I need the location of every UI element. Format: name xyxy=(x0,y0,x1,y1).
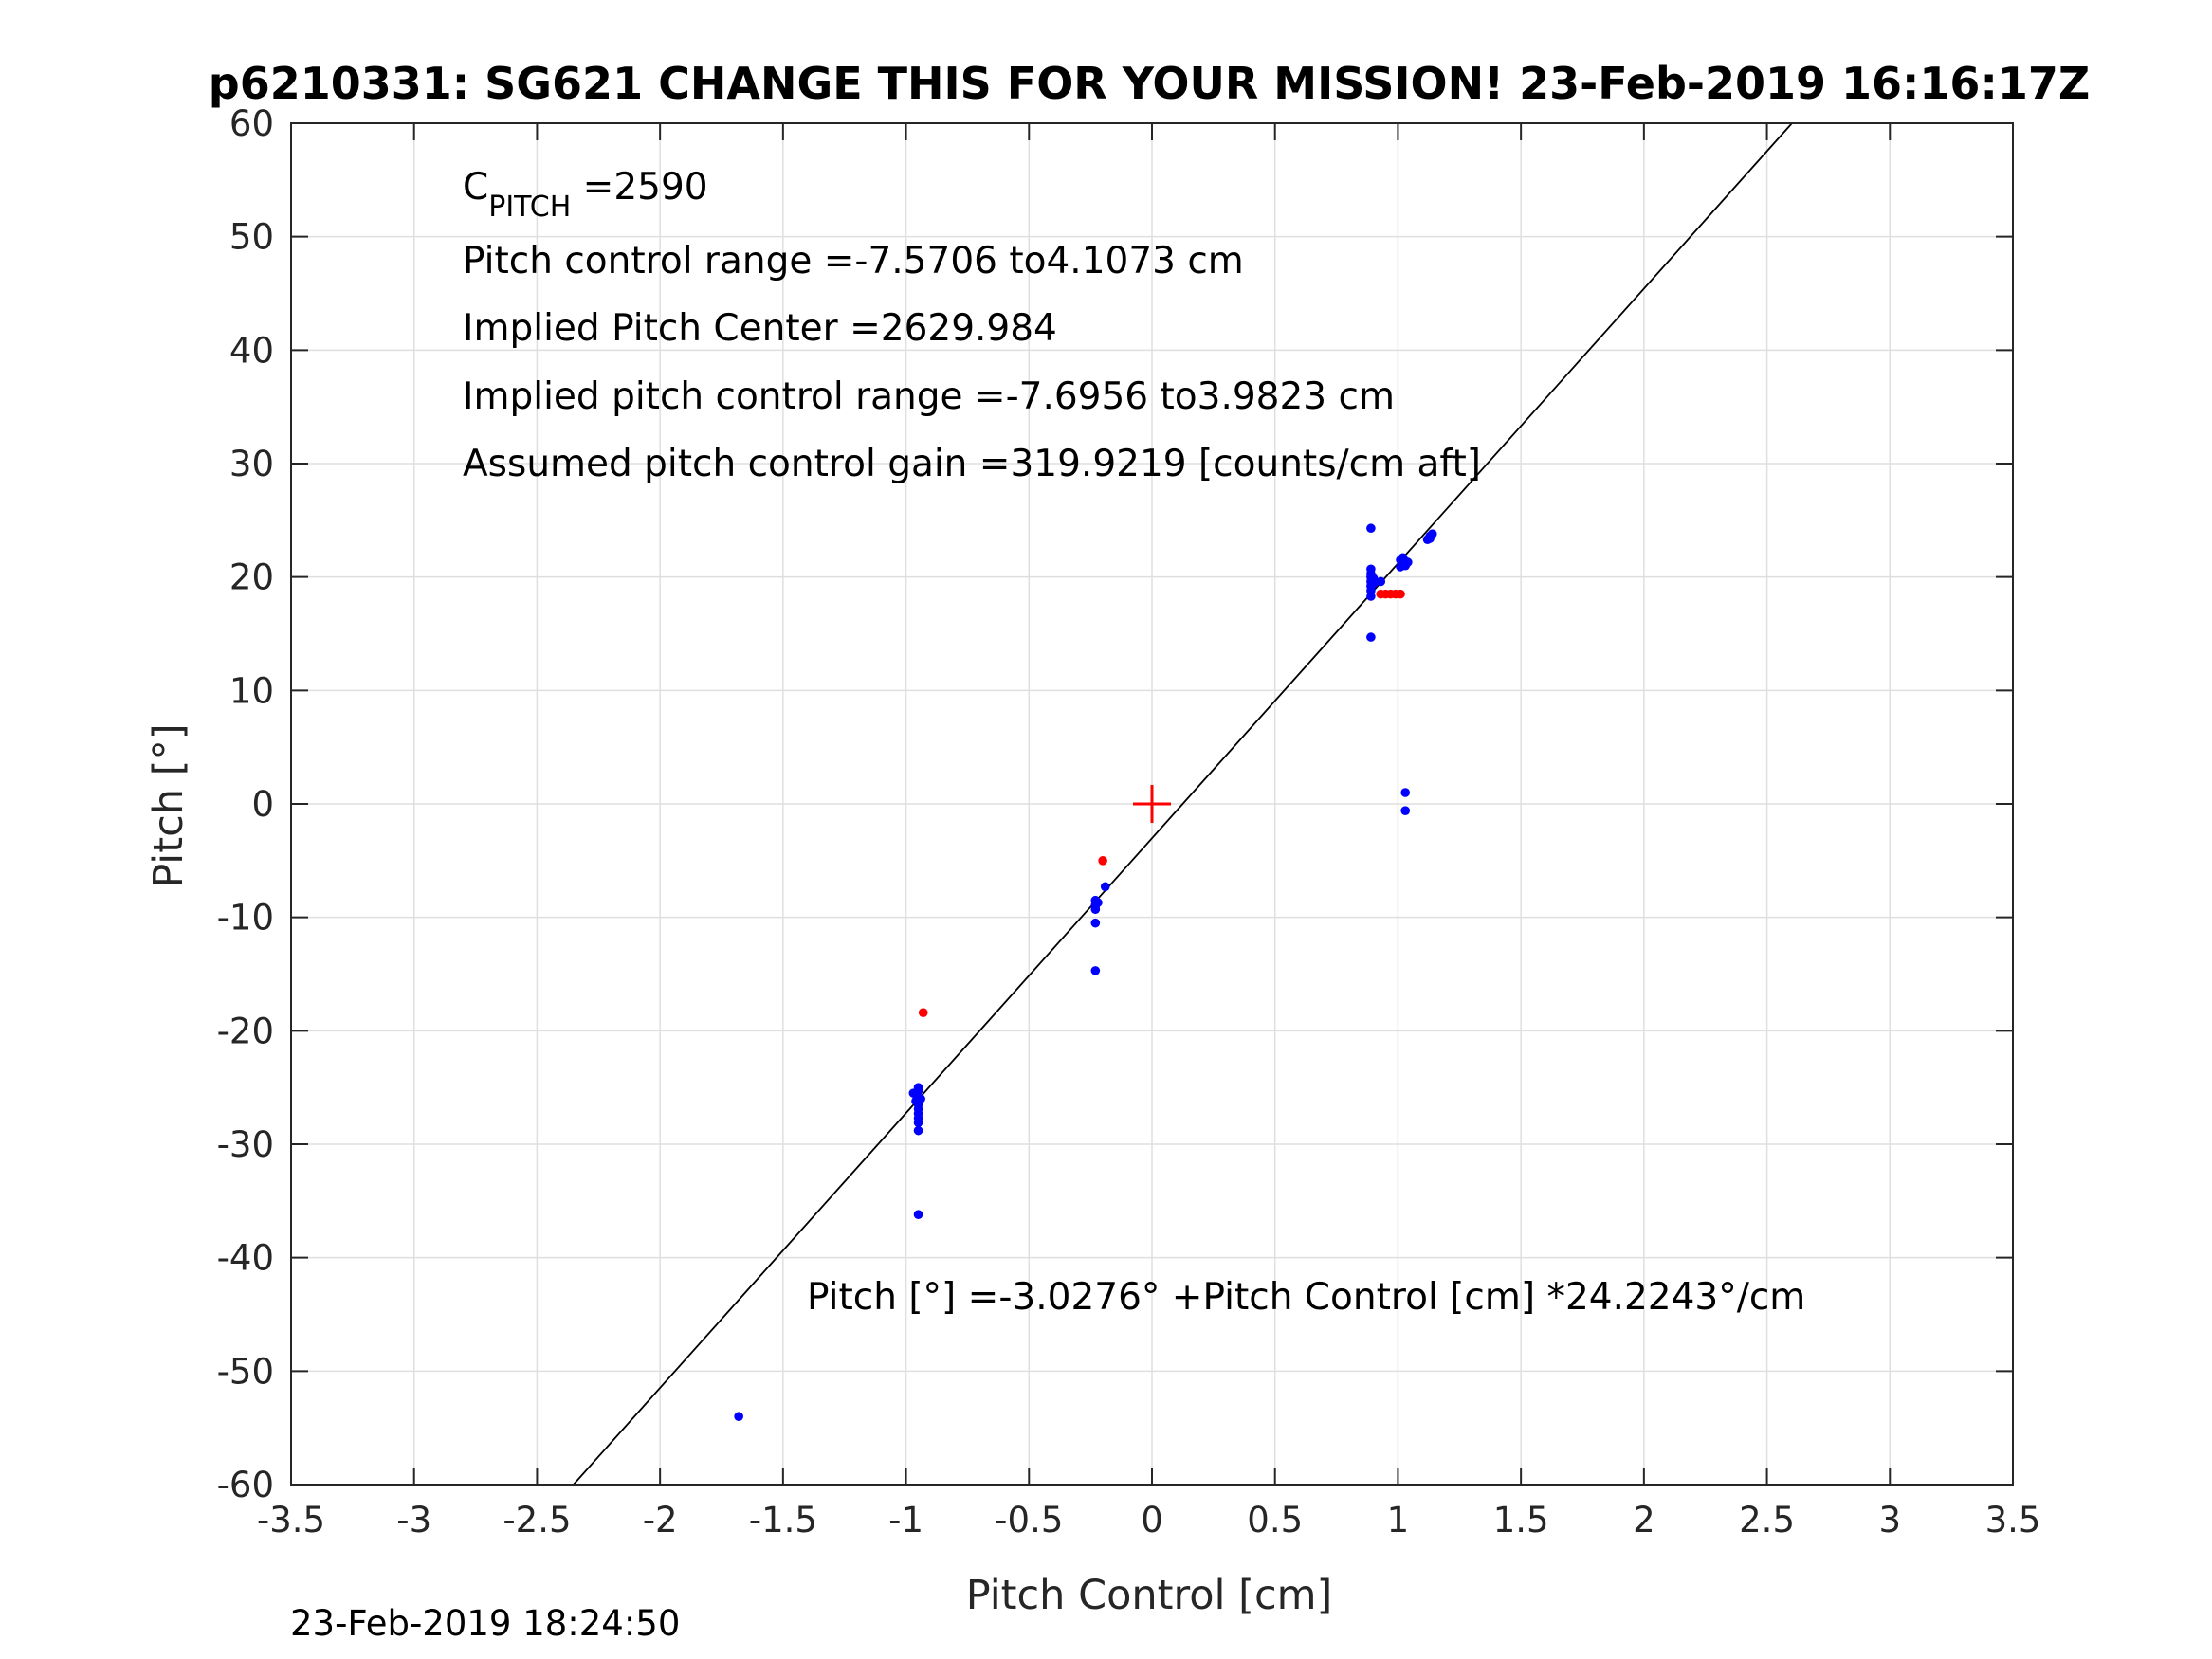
data-point xyxy=(1366,523,1376,534)
c-pitch-value: =2590 xyxy=(571,166,707,209)
data-points xyxy=(734,523,1437,1421)
x-tick-label: 3 xyxy=(1879,1500,1902,1540)
data-point xyxy=(1366,632,1376,642)
y-tick-label: -20 xyxy=(217,1011,274,1051)
data-point xyxy=(1100,882,1110,892)
data-point xyxy=(1368,574,1379,583)
data-point xyxy=(908,1088,919,1098)
implied-pitch-center-annotation: Implied Pitch Center =2629.984 xyxy=(463,307,1057,350)
x-tick-label: 1.5 xyxy=(1493,1500,1549,1540)
data-point xyxy=(1090,901,1101,911)
x-tick-label: -3 xyxy=(396,1500,431,1540)
data-point xyxy=(913,1125,923,1136)
data-point xyxy=(918,1008,928,1017)
y-tick-label: -40 xyxy=(217,1238,274,1279)
c-pitch-annotation: CPITCH =2590 xyxy=(463,166,708,224)
x-tick-label: -2.5 xyxy=(503,1500,571,1540)
grid xyxy=(290,122,2014,1486)
data-point xyxy=(1400,788,1411,797)
data-point xyxy=(1098,856,1107,866)
y-tick-label: -50 xyxy=(217,1351,274,1392)
x-tick-label: -0.5 xyxy=(995,1500,1063,1540)
center-marker xyxy=(1133,785,1171,823)
data-point xyxy=(1403,557,1413,567)
fit-line xyxy=(573,122,1793,1486)
timestamp: 23-Feb-2019 18:24:50 xyxy=(290,1603,680,1644)
chart-title: p6210331: SG621 CHANGE THIS FOR YOUR MIS… xyxy=(209,58,2090,109)
data-point xyxy=(1376,576,1386,587)
fit-equation-annotation: Pitch [°] =-3.0276° +Pitch Control [cm] … xyxy=(807,1276,1805,1319)
y-tick-label: 50 xyxy=(229,217,274,258)
x-tick-label: -1.5 xyxy=(749,1500,817,1540)
data-point xyxy=(1425,534,1435,543)
data-point xyxy=(1400,806,1411,815)
y-tick-label: 10 xyxy=(229,670,274,711)
x-tick-label: 1 xyxy=(1387,1500,1410,1540)
assumed-gain-annotation: Assumed pitch control gain =319.9219 [co… xyxy=(463,443,1481,485)
y-axis-label: Pitch [°] xyxy=(145,723,192,887)
data-point xyxy=(1396,589,1405,599)
x-tick-label: 3.5 xyxy=(1985,1500,2041,1540)
x-tick-label: -2 xyxy=(643,1500,678,1540)
data-point xyxy=(913,1210,923,1219)
y-tick-label: 30 xyxy=(229,444,274,484)
y-tick-label: -60 xyxy=(217,1465,274,1505)
data-point xyxy=(1396,555,1405,565)
data-point xyxy=(913,1118,923,1128)
y-tick-label: 40 xyxy=(229,330,274,371)
x-tick-label: 0 xyxy=(1141,1500,1163,1540)
data-point xyxy=(1090,918,1101,928)
x-tick-label: 2 xyxy=(1633,1500,1655,1540)
y-tick-label: -30 xyxy=(217,1124,274,1165)
x-tick-label: -3.5 xyxy=(257,1500,325,1540)
x-tick-label: 0.5 xyxy=(1247,1500,1303,1540)
data-point xyxy=(734,1412,743,1421)
c-pitch-subscript: PITCH xyxy=(488,191,571,224)
x-tick-label: 2.5 xyxy=(1739,1500,1795,1540)
c-pitch-symbol: C xyxy=(463,166,488,209)
y-tick-label: 20 xyxy=(229,557,274,598)
data-point xyxy=(1090,966,1101,975)
implied-pitch-control-range-annotation: Implied pitch control range =-7.6956 to3… xyxy=(463,375,1395,418)
y-tick-label: 60 xyxy=(229,103,274,144)
y-tick-label: -10 xyxy=(217,898,274,939)
axis-ticks xyxy=(290,122,2014,1486)
pitch-control-range-annotation: Pitch control range =-7.5706 to4.1073 cm xyxy=(463,240,1244,283)
x-axis-label: Pitch Control [cm] xyxy=(966,1572,1333,1619)
data-point xyxy=(916,1094,925,1103)
x-tick-label: -1 xyxy=(888,1500,923,1540)
y-tick-label: 0 xyxy=(251,784,274,825)
tick-labels: -3.5 -3 -2.5 -2 -1.5 -1 -0.5 0 0.5 1 1.5 2 2.5 3 3.5 -6… xyxy=(217,103,2041,1540)
data-point xyxy=(1366,564,1376,574)
